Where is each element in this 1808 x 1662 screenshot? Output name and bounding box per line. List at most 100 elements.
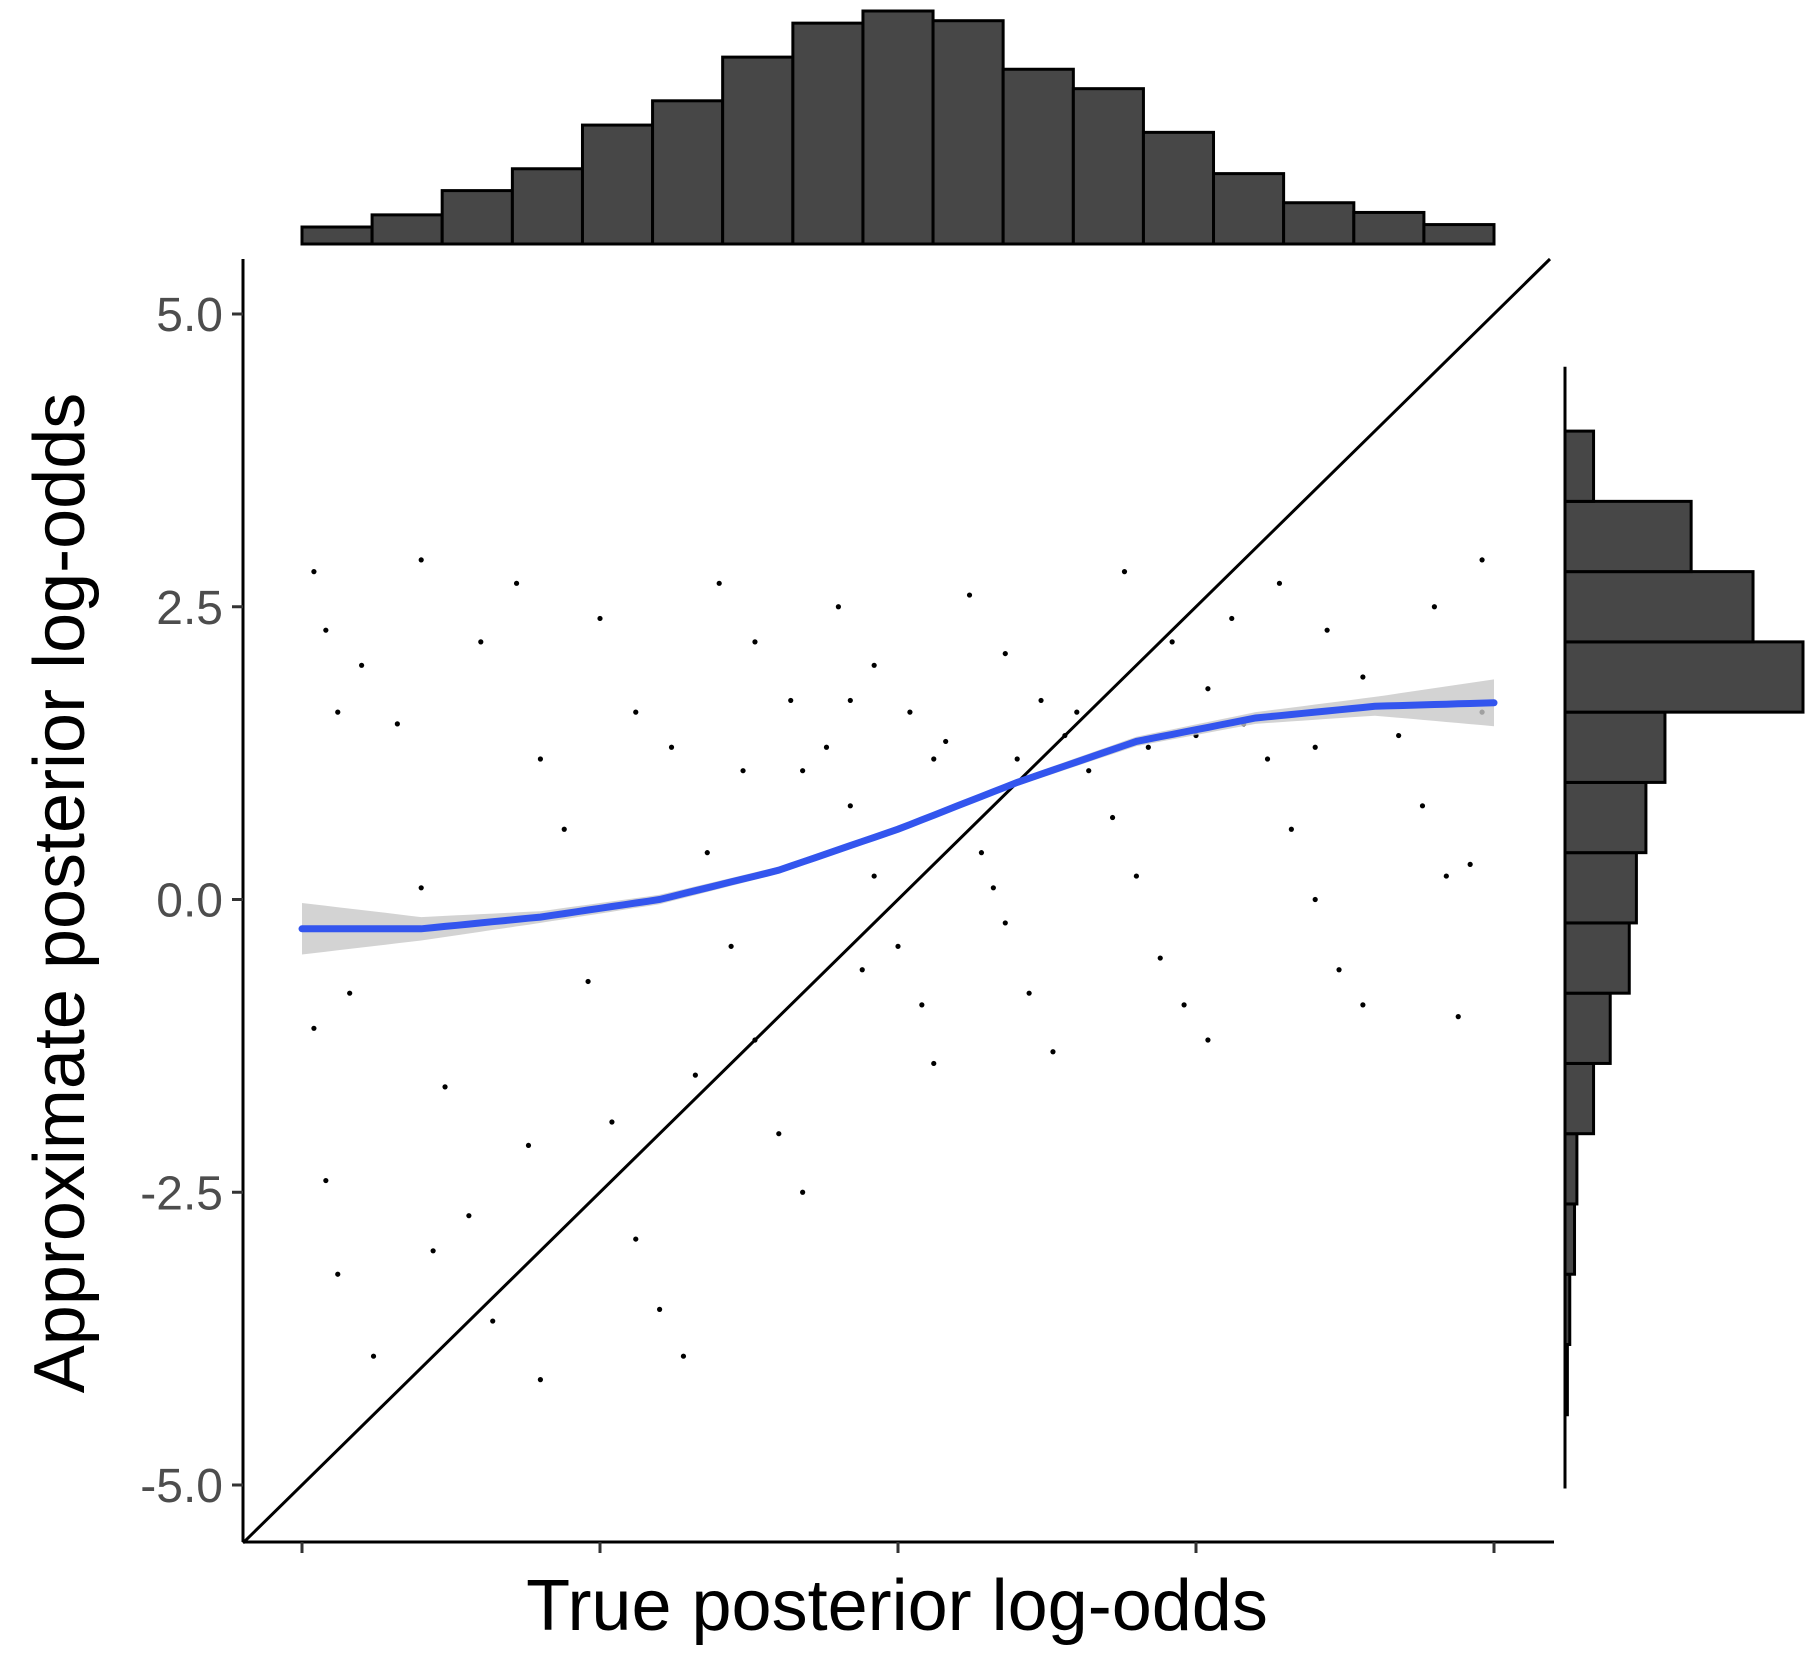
scatter-point <box>1396 732 1402 739</box>
scatter-point <box>1276 580 1283 586</box>
scatter-point <box>1324 627 1330 633</box>
scatter-point <box>1109 814 1116 821</box>
scatter-point <box>537 756 544 762</box>
scatter-point <box>442 1084 448 1090</box>
scatter-point <box>847 803 853 809</box>
top-histogram-bar <box>1352 210 1426 246</box>
top-histogram-bar <box>370 213 444 246</box>
scatter-point <box>597 615 603 622</box>
scatter-point <box>478 639 484 645</box>
scatter-point <box>990 885 996 891</box>
scatter-point <box>823 744 830 750</box>
scatter-point <box>370 1353 377 1359</box>
scatter-point <box>1133 873 1139 879</box>
top-histogram-bar <box>1282 201 1356 246</box>
scatter-point <box>359 662 365 668</box>
scatter-point <box>323 1177 329 1184</box>
scatter-point <box>978 850 985 856</box>
scatter-point <box>1443 873 1449 879</box>
top-histogram-bar <box>1141 130 1216 246</box>
top-histogram-bar <box>1001 67 1075 246</box>
scatter-point <box>323 627 329 633</box>
identity-reference-line <box>241 257 1552 1545</box>
scatter-point <box>907 709 913 715</box>
scatter-point <box>1074 709 1080 715</box>
right-histogram-bar <box>1563 851 1638 925</box>
y-tick-label: -2.5 <box>140 1167 223 1220</box>
top-histogram-bar <box>651 99 725 246</box>
scatter-point <box>1455 1014 1461 1020</box>
scatter-point <box>728 943 734 949</box>
scatter-point <box>1038 697 1044 704</box>
scatter-point <box>430 1248 436 1254</box>
right-histogram-bar <box>1563 1132 1579 1206</box>
scatter-point <box>800 768 806 774</box>
scatter-point <box>1169 639 1175 645</box>
x-axis-title: True posterior log-odds <box>526 1566 1268 1646</box>
right-histogram-bar <box>1563 640 1805 714</box>
scatter-point <box>966 592 973 598</box>
scatter-point <box>335 1271 341 1277</box>
smooth-confidence-band <box>302 679 1494 955</box>
scatter-point <box>633 709 639 715</box>
scatter-point <box>1181 1002 1187 1008</box>
scatter-point <box>1419 803 1426 809</box>
top-histogram-bar <box>300 225 374 246</box>
scatter-point <box>537 1377 544 1383</box>
y-tick-label: 5.0 <box>156 289 223 342</box>
right-histogram-bar <box>1563 921 1631 995</box>
right-histogram-bar <box>1563 570 1755 644</box>
top-histogram-bar <box>1422 223 1496 246</box>
scatter-point <box>776 1131 782 1137</box>
top-histogram-bar <box>931 19 1005 246</box>
scatter-point <box>1264 756 1271 762</box>
scatter-point <box>1205 1037 1211 1043</box>
scatter-point <box>871 873 877 879</box>
scatter-point <box>919 1002 925 1008</box>
scatter-point <box>680 1353 687 1359</box>
scatter-point <box>347 990 353 996</box>
scatter-point <box>1467 861 1473 867</box>
scatter-point <box>1086 768 1092 774</box>
scatter-point <box>311 1025 317 1031</box>
top-histogram-bar <box>580 123 655 246</box>
scatter-point <box>657 1306 663 1312</box>
top-marginal-histogram <box>300 9 1496 246</box>
right-histogram-bar <box>1563 991 1612 1065</box>
scatter-point <box>1050 1049 1056 1055</box>
top-histogram-bar <box>721 55 795 246</box>
scatter-point <box>1360 674 1366 680</box>
scatter-point <box>418 557 424 563</box>
scatter-point <box>1288 826 1294 832</box>
scatter-point <box>335 709 341 715</box>
scatter-point <box>668 744 675 750</box>
scatter-point <box>835 604 842 610</box>
scatter-point <box>585 978 591 985</box>
scatter-point <box>871 662 877 668</box>
scatter-point <box>1157 955 1163 961</box>
right-histogram-bar <box>1563 499 1693 574</box>
y-axis-title: Approximate posterior log-odds <box>20 393 100 1394</box>
scatter-point <box>466 1213 472 1219</box>
scatter-point <box>1336 967 1342 973</box>
y-axis-ticks: 5.0 2.5 0.0 -2.5 -5.0 <box>140 289 243 1513</box>
right-marginal-histogram <box>1563 429 1805 1417</box>
scatter-point <box>931 756 937 762</box>
scatter-point <box>490 1318 496 1324</box>
right-histogram-bar <box>1563 710 1667 784</box>
smooth-trend-line <box>298 699 1498 933</box>
y-tick-label: 0.0 <box>156 875 223 928</box>
scatter-point <box>1312 744 1318 750</box>
scatter-point <box>561 826 567 832</box>
scatter-point <box>1431 604 1437 610</box>
right-histogram-bar <box>1563 780 1648 855</box>
top-histogram-bar <box>1212 172 1286 246</box>
scatter-point <box>716 580 722 586</box>
top-histogram-bar <box>510 167 584 246</box>
scatter-point <box>800 1189 806 1195</box>
scatter-point <box>1002 920 1008 926</box>
scatter-point <box>740 768 746 774</box>
scatter-point <box>847 697 853 704</box>
scatter-point <box>859 967 865 973</box>
